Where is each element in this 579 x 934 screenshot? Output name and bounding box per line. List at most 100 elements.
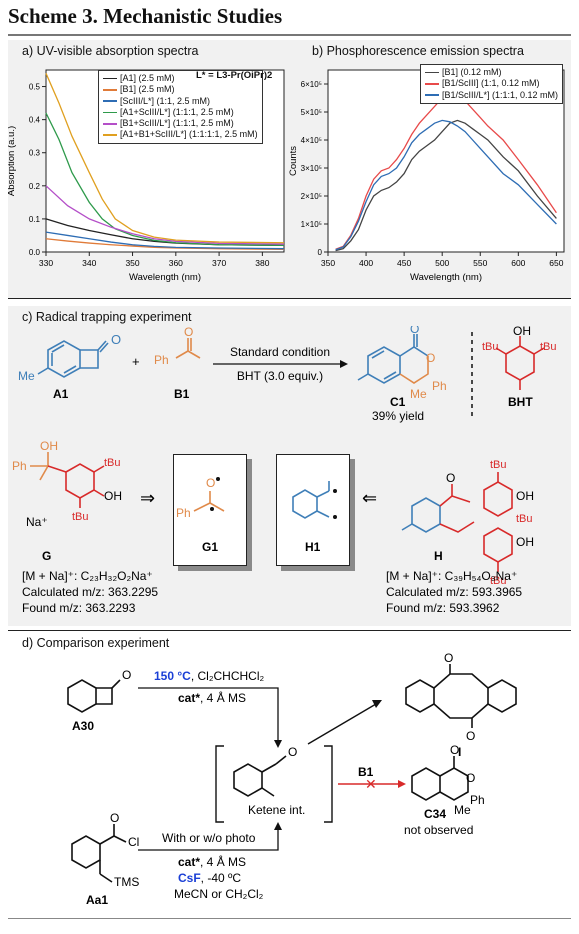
molecule-a1 xyxy=(37,340,109,378)
c1-phenyl: Ph xyxy=(432,379,447,393)
legend-row: [A1] (2.5 mM) xyxy=(103,73,258,84)
x-tick-label: 380 xyxy=(255,258,269,268)
c34-oxygen-carbonyl: O xyxy=(450,743,459,757)
y-tick-label: 0.3 xyxy=(29,149,41,158)
top-arrow xyxy=(138,687,279,742)
legend-label: [A1] (2.5 mM) xyxy=(120,73,175,83)
y-axis-label: Absorption (a.u.) xyxy=(8,126,17,196)
g1-phenyl: Ph xyxy=(176,506,191,520)
a1-methyl: Me xyxy=(18,369,35,383)
comparison-scheme: O A30 150 °C, Cl₂CHCHCl₂ cat*, 4 Å MS O … xyxy=(67,652,517,907)
legend-label: [B1/ScIII/L*] (1:1:1, 0.12 mM) xyxy=(442,89,559,100)
y-tick-label: 2×10⁵ xyxy=(301,192,322,201)
radical-trapping-scheme: O Me A1 + O Ph B1 Standard condition BHT… xyxy=(12,326,557,615)
x-tick-label: 340 xyxy=(82,258,96,268)
c1-methyl: Me xyxy=(410,387,427,401)
series-line xyxy=(45,231,285,250)
legend-row: [B1] (0.12 mM) xyxy=(425,67,558,78)
g-tbu-bottom: tBu xyxy=(72,511,89,523)
h1-radical-box: H1 xyxy=(276,454,350,566)
b1-phenyl: Ph xyxy=(154,353,169,367)
x-tick-label: 500 xyxy=(435,258,449,268)
x-tick-label: 360 xyxy=(169,258,183,268)
separator xyxy=(8,630,571,631)
g-oh: OH xyxy=(40,439,58,453)
arrow-head xyxy=(340,360,348,368)
arrow-head xyxy=(274,822,282,830)
legend-row: [B1/ScIII] (1:1, 0.12 mM) xyxy=(425,78,558,89)
radical-dot xyxy=(333,489,337,493)
condition-standard: Standard condition xyxy=(230,345,330,359)
arrow-head xyxy=(398,780,406,788)
plus-sign: + xyxy=(132,354,140,369)
panel-d-title: d) Comparison experiment xyxy=(22,636,170,650)
legend-label: [ScIII/L*] (1:1, 2.5 mM) xyxy=(120,95,211,106)
legend-label: [A1+B1+ScIII/L*] (1:1:1:1, 2.5 mM) xyxy=(120,129,258,140)
g-tbu-top: tBu xyxy=(104,457,121,469)
i-oxygen-bottom: O xyxy=(466,729,475,743)
x-axis-label: Wavelength (nm) xyxy=(129,272,201,283)
molecular-sieves: , 4 Å MS xyxy=(200,854,246,869)
y-tick-label: 0.4 xyxy=(29,116,41,125)
g-label: G xyxy=(42,549,51,563)
y-tick-label: 3×10⁵ xyxy=(301,164,322,173)
h1-label: H1 xyxy=(305,540,321,554)
g-phenyl: Ph xyxy=(12,459,27,473)
x-tick-label: 350 xyxy=(125,258,139,268)
legend-row: [B1+ScIII/L*] (1:1:1, 2.5 mM) xyxy=(103,118,258,129)
aa1-label: Aa1 xyxy=(86,893,108,907)
bht-oh: OH xyxy=(513,326,531,338)
catalyst-label: cat* xyxy=(178,855,200,869)
aa1-oxygen: O xyxy=(110,811,119,825)
g-ms-formula: [M + Na]⁺: C₂₃H₃₂O₂Na⁺ xyxy=(22,569,153,583)
legend-row: [B1] (2.5 mM) xyxy=(103,84,258,95)
legend-label: [A1+ScIII/L*] (1:1:1, 2.5 mM) xyxy=(120,106,234,117)
bht-tbu-right: tBu xyxy=(540,341,557,353)
x-tick-label: 400 xyxy=(359,258,373,268)
a1-label: A1 xyxy=(53,387,69,401)
i-oxygen-top: O xyxy=(444,652,453,665)
arrow-head xyxy=(274,740,282,748)
h-tbu-1: tBu xyxy=(490,459,507,471)
molecule-a30 xyxy=(67,679,121,713)
retro-arrow-right: ⇐ xyxy=(362,488,377,508)
series-line xyxy=(45,238,285,251)
radical-dot xyxy=(216,477,220,481)
y-tick-label: 0.0 xyxy=(29,248,41,257)
arrow-head xyxy=(372,700,382,708)
a30-label: A30 xyxy=(72,719,94,733)
right-bracket xyxy=(324,745,333,823)
uv-vis-legend: [A1] (2.5 mM) [B1] (2.5 mM) [ScIII/L*] (… xyxy=(98,70,263,144)
b1-reagent: B1 xyxy=(358,765,374,779)
bottom-rule xyxy=(8,918,571,919)
x-tick-label: 450 xyxy=(397,258,411,268)
csf-label: CsF xyxy=(178,871,201,885)
bottom-catalyst: cat*, 4 Å MS xyxy=(178,854,246,869)
c1-oxygen-ring: O xyxy=(426,351,435,365)
panel-a-title: a) UV-visible absorption spectra xyxy=(22,44,199,58)
radical-dot xyxy=(210,507,214,511)
series-line xyxy=(335,119,557,252)
y-tick-label: 5×10⁵ xyxy=(301,108,322,117)
ligand-note: L* = L3-Pr(OiPr)2 xyxy=(196,70,273,81)
h1-radical-structure: H1 xyxy=(292,481,337,554)
aa1-chloride: Cl xyxy=(128,835,139,849)
y-tick-label: 6×10⁵ xyxy=(301,80,322,89)
series-line xyxy=(335,91,557,250)
panel-b-title: b) Phosphorescence emission spectra xyxy=(312,44,524,58)
c1-oxygen-carbonyl: O xyxy=(410,326,419,336)
temperature: 150 °C xyxy=(154,669,191,683)
h-tbu-3: tBu xyxy=(490,575,507,587)
bht-label: BHT xyxy=(508,395,533,409)
g1-radical-structure: O Ph G1 xyxy=(176,476,225,554)
y-tick-label: 4×10⁵ xyxy=(301,136,322,145)
csf-temperature: , -40 ºC xyxy=(201,871,242,885)
b1-label: B1 xyxy=(174,387,190,401)
panel-c-title: c) Radical trapping experiment xyxy=(22,310,192,324)
legend-label: [B1] (0.12 mM) xyxy=(442,67,502,77)
legend-label: [B1+ScIII/L*] (1:1:1, 2.5 mM) xyxy=(120,118,234,129)
c34-label: C34 xyxy=(424,807,446,821)
x-tick-label: 370 xyxy=(212,258,226,268)
legend-row: [A1+B1+ScIII/L*] (1:1:1:1, 2.5 mM) xyxy=(103,129,258,140)
h-oxygen: O xyxy=(446,471,455,485)
